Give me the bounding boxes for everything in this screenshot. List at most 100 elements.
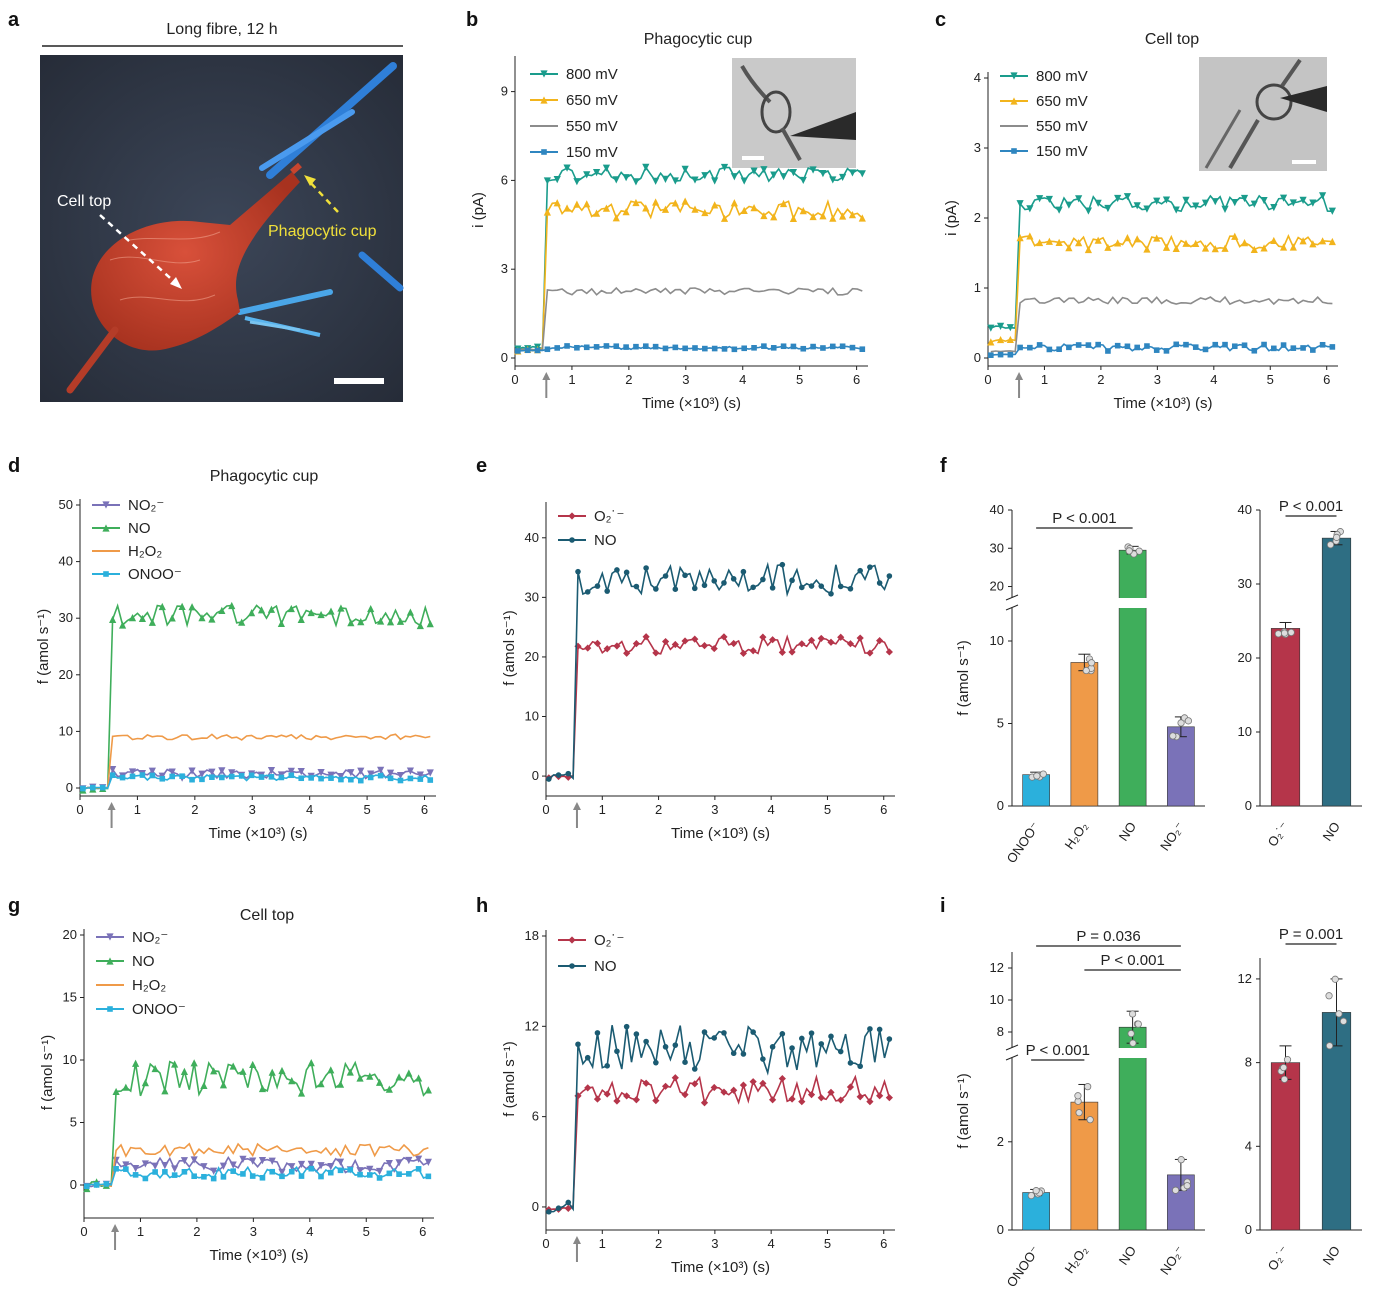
data-point [750,204,758,212]
replicate-point [1082,666,1090,675]
data-point [769,1096,777,1104]
x-axis-label: Time (×10³) (s) [1113,395,1212,412]
series-line [82,603,432,791]
data-point [190,1059,198,1067]
data-point [682,572,688,579]
data-point [308,1165,315,1172]
data-point [681,165,689,173]
panel-label-h: h [476,895,488,917]
data-point [405,1069,413,1077]
panel-label-g: g [8,895,20,917]
data-point [1084,245,1093,254]
bar [1118,549,1147,807]
data-point [367,770,375,778]
data-point [1153,347,1160,353]
y-tick-label: 1 [974,280,981,295]
data-point [367,774,374,781]
data-point [1260,196,1268,205]
data-point [416,621,424,630]
data-point [652,649,660,657]
data-point [846,640,855,648]
panel-a-title: Long fibre, 12 h [166,21,277,38]
legend-entry: H₂O₂ [128,543,162,560]
x-tick-label: 4 [768,1236,775,1251]
data-point [200,1081,208,1089]
data-point [987,338,995,346]
data-point [798,584,805,591]
data-point [702,345,708,352]
data-point [230,1168,236,1174]
y-tick-label: 9 [501,84,508,99]
data-point [1319,341,1326,348]
data-point [181,1168,188,1175]
data-point [652,198,660,206]
label-cell-top: Cell top [57,193,111,210]
data-point [749,647,757,655]
data-point [1143,245,1151,253]
data-point [691,585,698,592]
replicate-point [1084,1083,1092,1091]
data-point [1289,243,1297,251]
legend-marker [569,963,575,969]
y-tick-label: 30 [59,610,73,625]
data-point [109,615,117,623]
x-axis-label: Time (×10³) (s) [671,825,770,842]
data-point [278,1066,286,1075]
data-point [1124,343,1131,350]
data-point [543,208,551,216]
data-point [377,772,384,779]
data-point [1075,342,1082,348]
series-line [548,634,891,779]
data-point [711,578,718,584]
data-point [1299,237,1307,245]
x-tick-label: ONOO⁻ [1004,819,1043,866]
data-point [633,583,640,590]
data-point [151,1162,159,1170]
y-tick-label: 10 [990,992,1004,1007]
data-point [249,1157,257,1165]
data-point [258,1157,267,1165]
data-point [778,648,786,656]
data-point [122,1161,130,1169]
data-point [148,618,156,626]
data-point [1329,344,1336,350]
data-point [198,770,206,778]
data-point [856,634,864,642]
data-point [778,1074,786,1083]
data-point [997,351,1004,358]
data-point [839,212,847,220]
data-point [711,1035,718,1041]
data-point [810,343,816,350]
bar [1270,1062,1301,1231]
data-point [593,344,600,350]
data-point [288,1163,296,1171]
data-point [564,343,570,349]
data-point [159,775,166,782]
data-point [1006,324,1014,332]
data-point [1251,347,1258,354]
data-point [1231,232,1239,240]
data-point [867,1026,873,1032]
legend-marker [1010,72,1018,80]
data-point [575,568,581,575]
x-tick-label: NO [1116,1243,1139,1268]
data-point [1309,240,1317,248]
data-point [1172,244,1180,253]
data-point [711,345,718,352]
chart-i1: 0 2 8 10 12 f (amol s⁻¹) ONOO⁻ H₂O₂ NO NO₂⁻ P = 0.… [955,928,1205,1290]
data-point [988,352,994,358]
data-point [297,1160,306,1169]
y-tick-label: 6 [532,1109,539,1124]
significance-label: P < 0.001 [1026,1042,1090,1059]
data-point [857,567,863,574]
stimulus-arrow-head [1015,372,1024,380]
data-point [1183,341,1189,348]
legend-entry: ONOO⁻ [128,566,182,583]
data-point [1006,335,1014,344]
data-point [759,633,767,641]
axis-break [1005,1054,1019,1061]
data-point [741,345,748,352]
data-point [395,1073,403,1081]
data-point [386,1170,393,1177]
data-point [839,173,847,182]
